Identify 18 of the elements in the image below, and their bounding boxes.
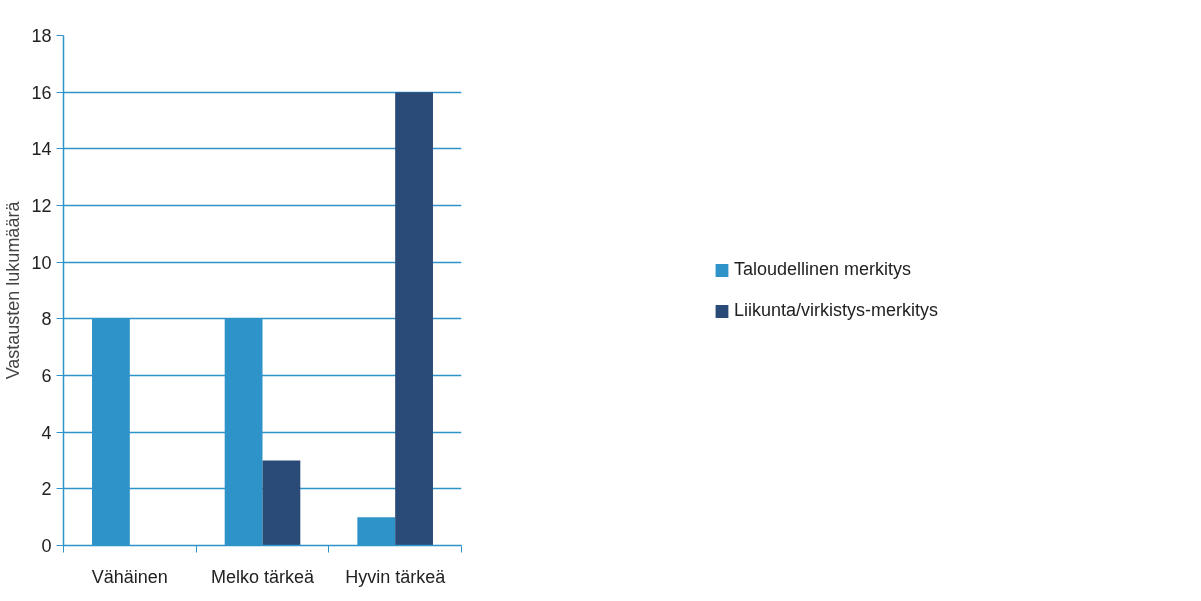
- x-tick-label: Melko tärkeä: [210, 566, 316, 587]
- legend-label: Liikunta/virkistys-merkitys: [733, 300, 939, 321]
- y-tick-label: 4: [41, 422, 52, 443]
- bar: [395, 92, 433, 546]
- bar: [262, 460, 301, 546]
- y-tick-label: 12: [31, 196, 52, 216]
- y-tick-label: 8: [41, 309, 52, 330]
- y-tick-label: 14: [31, 139, 52, 160]
- x-tick-label: Vähäinen: [91, 566, 168, 587]
- y-tick-label: 0: [41, 536, 52, 556]
- y-tick-label: 6: [41, 366, 52, 386]
- y-tick-label: 16: [31, 82, 52, 103]
- x-tick-label: Hyvin tärkeä: [345, 566, 447, 587]
- y-tick-label: 10: [31, 252, 52, 273]
- y-axis-title: Vastausten lukumäärä: [3, 200, 24, 380]
- y-tick-label: 2: [41, 479, 52, 500]
- legend-label: Taloudellinen merkitys: [733, 259, 912, 280]
- y-tick-label: 18: [31, 26, 52, 46]
